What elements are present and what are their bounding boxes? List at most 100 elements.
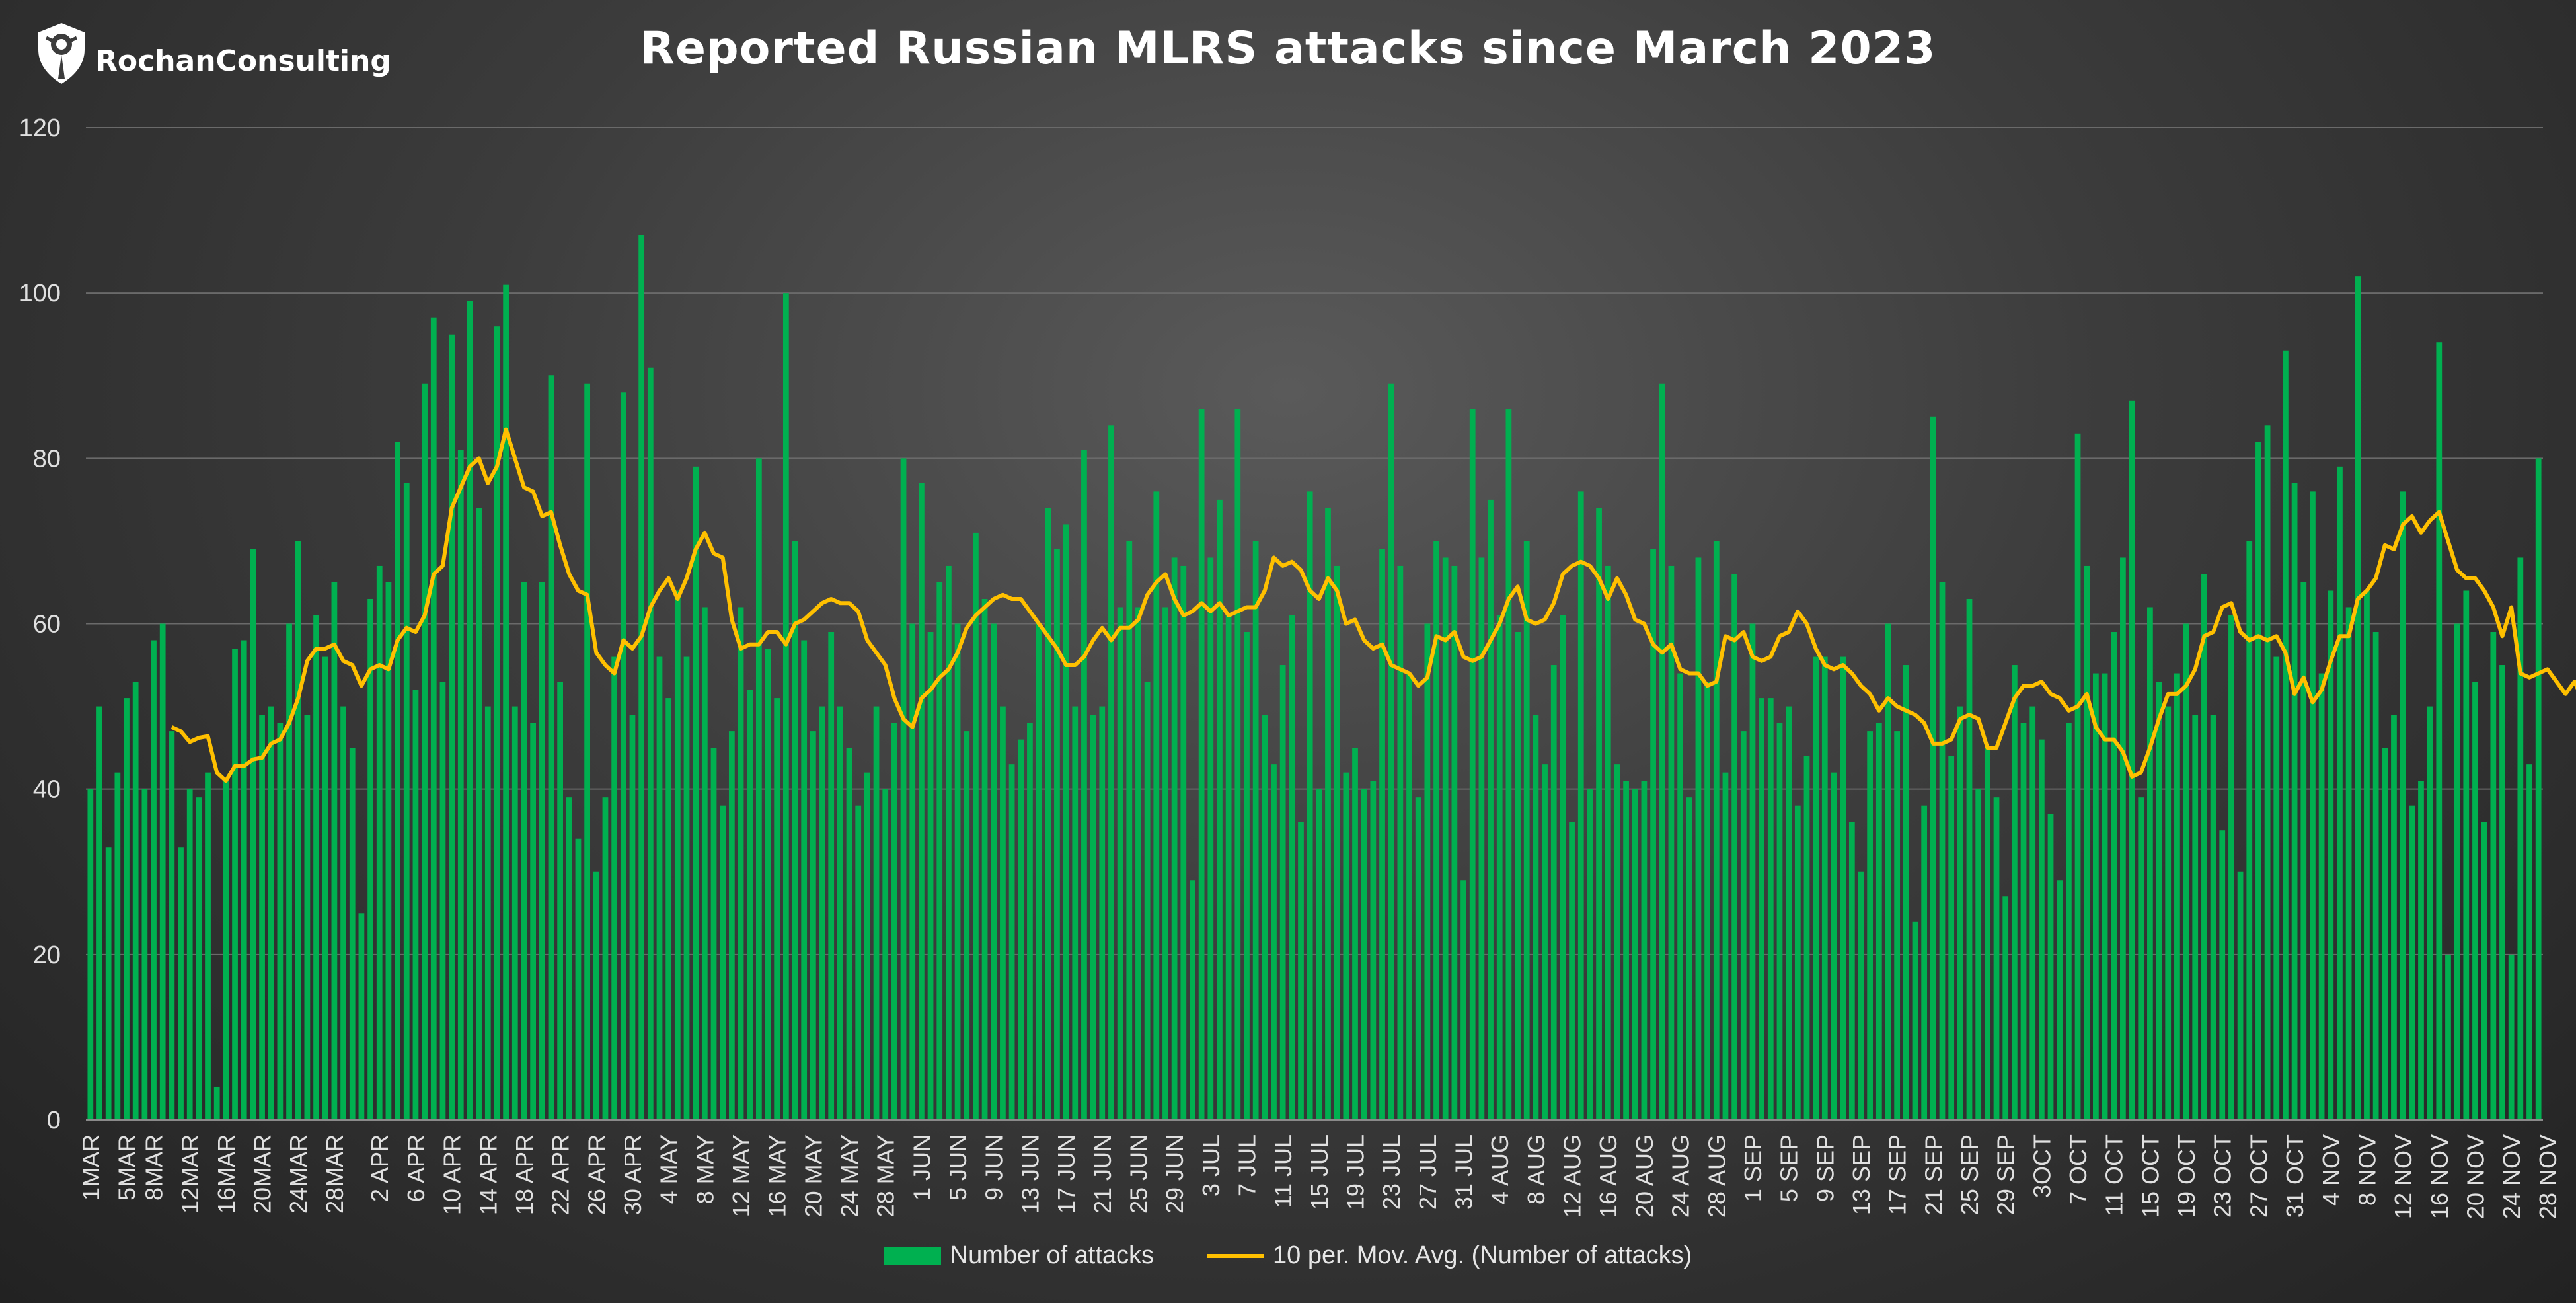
bar bbox=[1848, 822, 1855, 1120]
bar bbox=[1695, 557, 1702, 1120]
bar bbox=[1632, 789, 1638, 1120]
bar bbox=[2084, 565, 2090, 1120]
bar bbox=[548, 375, 554, 1120]
bar bbox=[855, 805, 862, 1120]
bar bbox=[1767, 698, 1774, 1120]
x-tick-label: 22 APR bbox=[547, 1134, 574, 1215]
bar bbox=[2472, 682, 2478, 1120]
x-tick-label: 23 OCT bbox=[2209, 1134, 2236, 1218]
bar bbox=[2535, 458, 2542, 1120]
bar bbox=[1460, 880, 1466, 1120]
bar bbox=[286, 623, 292, 1120]
x-tick-label: 3OCT bbox=[2028, 1134, 2055, 1198]
x-tick-label: 24MAR bbox=[285, 1134, 312, 1214]
bar bbox=[584, 383, 591, 1121]
bar bbox=[1198, 409, 1205, 1120]
legend-label-bars: Number of attacks bbox=[950, 1242, 1155, 1269]
x-tick-label: 6 APR bbox=[402, 1134, 430, 1202]
legend-item-bars: Number of attacks bbox=[884, 1242, 1154, 1270]
bar bbox=[755, 458, 762, 1120]
bar bbox=[385, 582, 392, 1120]
bar bbox=[1081, 450, 1087, 1120]
bar bbox=[2517, 557, 2524, 1120]
bar bbox=[1867, 731, 1874, 1120]
bar bbox=[1325, 508, 1331, 1120]
bar bbox=[1749, 623, 1756, 1120]
bar bbox=[2138, 797, 2144, 1120]
bar bbox=[2355, 276, 2361, 1120]
x-tick-label: 20 NOV bbox=[2462, 1134, 2489, 1219]
x-tick-label: 15 JUL bbox=[1306, 1134, 1333, 1210]
bar bbox=[1542, 764, 1548, 1120]
bar bbox=[1885, 623, 1891, 1120]
bar bbox=[1831, 772, 1837, 1120]
bar bbox=[2219, 830, 2226, 1120]
bar bbox=[412, 690, 419, 1120]
bar bbox=[376, 565, 383, 1120]
bar bbox=[2192, 715, 2199, 1120]
bar bbox=[494, 326, 500, 1121]
bar bbox=[927, 632, 934, 1120]
bar bbox=[304, 715, 311, 1120]
x-tick-label: 12 MAY bbox=[728, 1134, 755, 1217]
bar bbox=[1117, 607, 1123, 1120]
bar bbox=[2409, 805, 2415, 1120]
bar bbox=[96, 706, 102, 1120]
bar bbox=[1957, 706, 1963, 1120]
bar bbox=[2300, 582, 2307, 1120]
bar bbox=[313, 615, 319, 1120]
x-tick-label: 5 SEP bbox=[1776, 1134, 1803, 1202]
legend-item-line: 10 per. Mov. Avg. (Number of attacks) bbox=[1207, 1242, 1692, 1270]
bar bbox=[1244, 632, 1250, 1120]
bar bbox=[503, 284, 509, 1120]
x-tick-label: 8 NOV bbox=[2353, 1134, 2380, 1206]
bar bbox=[2454, 623, 2460, 1120]
x-tick-label: 4 NOV bbox=[2318, 1134, 2345, 1206]
bar bbox=[1605, 565, 1611, 1120]
legend-label-line: 10 per. Mov. Avg. (Number of attacks) bbox=[1273, 1242, 1692, 1269]
bar bbox=[1424, 623, 1431, 1120]
x-tick-label: 1MAR bbox=[77, 1134, 104, 1201]
bar bbox=[946, 565, 952, 1120]
bar bbox=[2201, 574, 2207, 1120]
bar bbox=[349, 748, 356, 1120]
bar bbox=[2345, 607, 2352, 1120]
bar bbox=[1840, 656, 1846, 1120]
bar bbox=[656, 656, 663, 1120]
bar bbox=[2074, 433, 2081, 1120]
x-tick-label: 26 APR bbox=[583, 1134, 610, 1215]
bar bbox=[2400, 491, 2406, 1120]
bar bbox=[2427, 706, 2433, 1120]
bar bbox=[1316, 789, 1322, 1120]
bar bbox=[1045, 508, 1051, 1120]
bar bbox=[909, 623, 916, 1120]
bar bbox=[693, 466, 699, 1120]
bar bbox=[1813, 656, 1819, 1120]
bar bbox=[2183, 623, 2189, 1120]
bar bbox=[720, 805, 726, 1120]
bar bbox=[1217, 499, 1223, 1120]
x-tick-label: 11 OCT bbox=[2101, 1134, 2128, 1216]
bar bbox=[196, 797, 202, 1120]
bar bbox=[665, 698, 672, 1120]
bar bbox=[2246, 541, 2253, 1120]
bar bbox=[2129, 400, 2135, 1120]
bar bbox=[457, 450, 464, 1120]
bar bbox=[295, 541, 301, 1120]
bar bbox=[539, 582, 545, 1120]
bar bbox=[891, 723, 897, 1120]
x-tick-label: 15 OCT bbox=[2137, 1134, 2164, 1218]
bar bbox=[575, 838, 582, 1120]
x-tick-label: 19 JUL bbox=[1342, 1134, 1369, 1210]
bar bbox=[2011, 665, 2018, 1120]
bar bbox=[1912, 921, 1918, 1120]
bar bbox=[1180, 565, 1187, 1120]
x-tick-label: 11 JUL bbox=[1269, 1134, 1297, 1208]
bar bbox=[1903, 665, 1909, 1120]
bar bbox=[1171, 557, 1178, 1120]
x-tick-label: 14 APR bbox=[474, 1134, 502, 1215]
bar bbox=[2481, 822, 2487, 1120]
x-tick-label: 7 OCT bbox=[2065, 1134, 2092, 1204]
bar bbox=[1162, 607, 1168, 1120]
